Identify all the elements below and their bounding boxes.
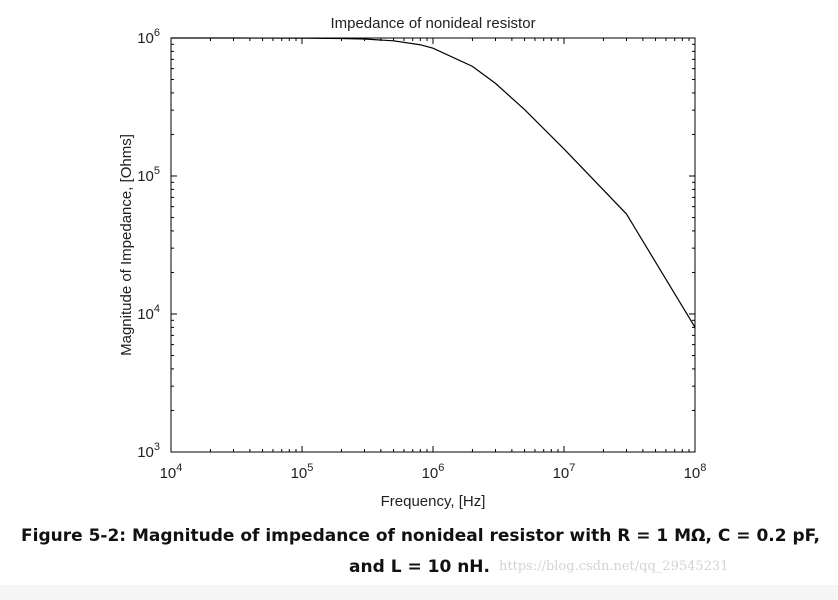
y-tick-label: 103 [137,441,160,461]
y-tick-label: 104 [137,303,160,323]
y-axis-label: Magnitude of Impedance, [Ohms] [118,134,135,356]
bottom-strip [0,585,838,600]
x-tick-label: 106 [422,462,445,482]
y-tick-label: 106 [137,27,160,47]
impedance-curve [170,37,696,328]
chart-title: Impedance of nonideal resistor [330,15,535,32]
x-tick-label: 107 [553,462,576,482]
x-tick-labels: 104 105 106 107 108 [160,462,707,482]
plot-frame [170,37,696,453]
x-tick-label: 108 [684,462,707,482]
watermark-url: https://blog.csdn.net/qq_29545231 [499,559,729,574]
figure-caption-line-2: and L = 10 nH. [349,557,490,577]
y-tick-label: 105 [137,165,160,185]
figure-caption-line-1: Figure 5-2: Magnitude of impedance of no… [21,526,820,546]
y-tick-labels: 103 104 105 106 [137,27,160,461]
x-axis-label: Frequency, [Hz] [381,493,486,510]
x-tick-label: 104 [160,462,183,482]
tick-marks [170,37,696,453]
x-tick-label: 105 [291,462,314,482]
